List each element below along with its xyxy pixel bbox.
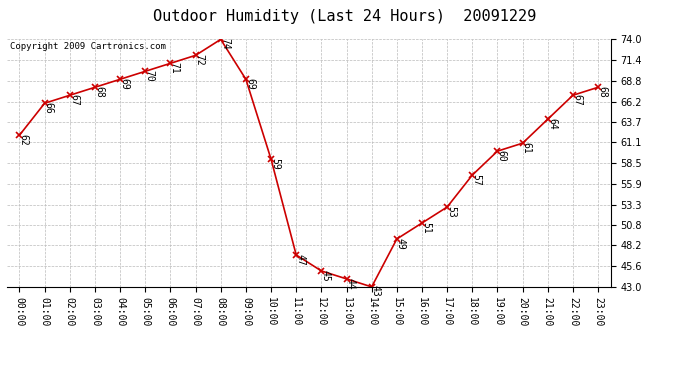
Text: 69: 69 [245,78,255,90]
Text: Copyright 2009 Cartronics.com: Copyright 2009 Cartronics.com [10,42,166,51]
Text: 47: 47 [295,254,306,265]
Text: 71: 71 [170,62,179,74]
Text: 61: 61 [522,142,532,153]
Text: 53: 53 [446,206,456,218]
Text: 51: 51 [421,222,431,233]
Text: 45: 45 [321,270,331,281]
Text: 74: 74 [220,38,230,50]
Text: 68: 68 [94,86,104,98]
Text: 67: 67 [69,94,79,106]
Text: 72: 72 [195,54,205,66]
Text: 57: 57 [471,174,482,186]
Text: 64: 64 [547,118,557,130]
Text: Outdoor Humidity (Last 24 Hours)  20091229: Outdoor Humidity (Last 24 Hours) 2009122… [153,9,537,24]
Text: 44: 44 [346,278,355,289]
Text: 60: 60 [497,150,506,162]
Text: 49: 49 [396,238,406,249]
Text: 59: 59 [270,158,280,170]
Text: 62: 62 [19,134,29,146]
Text: 66: 66 [43,102,54,114]
Text: 70: 70 [144,70,155,82]
Text: 68: 68 [598,86,607,98]
Text: 69: 69 [119,78,129,90]
Text: 67: 67 [572,94,582,106]
Text: 43: 43 [371,285,381,297]
